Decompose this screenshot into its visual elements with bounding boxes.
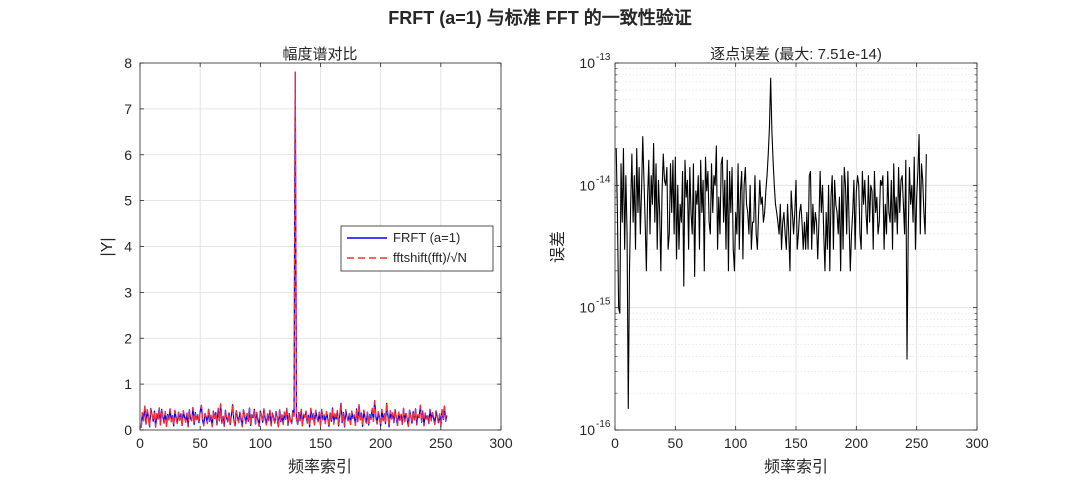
x-tick-label: 250 <box>429 435 453 451</box>
series-line-error <box>615 77 927 410</box>
magnitude-plot-title: 幅度谱对比 <box>282 46 357 63</box>
x-tick-label: 50 <box>668 435 684 451</box>
y-tick-exponent: -16 <box>596 419 611 430</box>
x-tick-label: 50 <box>192 435 208 451</box>
y-tick-exponent: -15 <box>596 297 611 308</box>
magnitude-ylabel: |Y| <box>99 238 116 257</box>
y-tick-label: 3 <box>124 284 132 300</box>
series-line-fftshift <box>140 71 448 428</box>
error-series-group <box>615 77 927 410</box>
pointwise-error-plot: 逐点误差 (最大: 7.51e-14) 0 50 100 150 200 250 300 10… <box>549 46 989 476</box>
legend-box <box>340 225 494 272</box>
y-tick-label: 6 <box>124 147 132 163</box>
magnitude-xlabel: 频率索引 <box>288 458 352 476</box>
error-plot-title: 逐点误差 (最大: 7.51e-14) <box>710 46 882 63</box>
x-tick-label: 300 <box>489 435 513 451</box>
y-tick-label: 4 <box>124 239 132 255</box>
x-tick-label: 250 <box>905 435 929 451</box>
y-tick-exponent: -14 <box>596 174 611 185</box>
error-xlabel: 频率索引 <box>764 458 828 476</box>
magnitude-ticks: 0 50 100 150 200 250 300 0 1 2 3 4 5 6 7 8 <box>124 55 513 451</box>
x-tick-label: 100 <box>249 435 273 451</box>
x-tick-label: 0 <box>611 435 619 451</box>
y-tick-label: 10 <box>579 177 595 193</box>
y-tick-label: 0 <box>124 422 132 438</box>
figure-suptitle: FRFT (a=1) 与标准 FFT 的一致性验证 <box>388 7 692 28</box>
y-tick-label: 10 <box>579 55 595 71</box>
x-tick-label: 150 <box>784 435 808 451</box>
legend-label-fftshift: fftshift(fft)/√N <box>393 250 467 265</box>
y-tick-exponent: -13 <box>596 52 611 63</box>
x-tick-label: 100 <box>724 435 748 451</box>
x-tick-label: 150 <box>309 435 333 451</box>
x-tick-label: 300 <box>965 435 989 451</box>
magnitude-legend: FRFT (a=1) fftshift(fft)/√N <box>340 225 494 272</box>
y-tick-label: 2 <box>124 330 132 346</box>
y-tick-label: 5 <box>124 193 132 209</box>
x-tick-label: 200 <box>369 435 393 451</box>
y-tick-label: 10 <box>579 300 595 316</box>
legend-label-frft: FRFT (a=1) <box>393 230 460 245</box>
magnitude-series-group <box>140 71 448 428</box>
magnitude-spectrum-plot: 幅度谱对比 0 50 100 150 200 250 300 0 1 2 3 4 5 6 7 8 频率索引 |… <box>99 46 513 476</box>
magnitude-grid <box>140 63 501 430</box>
x-tick-label: 0 <box>136 435 144 451</box>
y-tick-label: 1 <box>124 376 132 392</box>
error-ylabel: 误差 <box>549 231 567 263</box>
y-tick-label: 7 <box>124 101 132 117</box>
x-tick-label: 200 <box>845 435 869 451</box>
y-tick-label: 8 <box>124 55 132 71</box>
y-tick-label: 10 <box>579 422 595 438</box>
